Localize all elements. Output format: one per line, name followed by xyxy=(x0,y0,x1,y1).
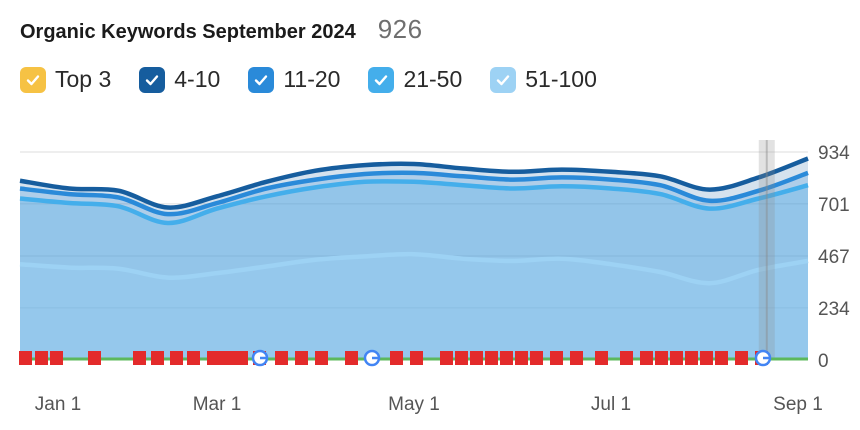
annotation-flag-icon xyxy=(170,351,183,365)
annotation-flag-icon xyxy=(390,351,403,365)
checkbox-checked-icon[interactable] xyxy=(20,66,46,93)
keywords-area-chart: 0 234 467 701 934 Jan 1 Mar 1 May 1 Jul 1 Sep 1 xyxy=(19,140,850,415)
chart-legend: Top 3 4-10 11-20 21-50 51-100 xyxy=(20,66,597,93)
annotation-flag-icon xyxy=(151,351,164,365)
legend-label: 21-50 xyxy=(403,66,463,92)
y-tick-label: 234 xyxy=(818,299,850,320)
annotation-flag-icon xyxy=(315,351,328,365)
series-line-21-50 xyxy=(19,179,809,226)
annotation-flag-icon xyxy=(670,351,683,365)
annotation-flag-icon xyxy=(715,351,728,365)
annotation-flag-icon xyxy=(455,351,468,365)
legend-label: Top 3 xyxy=(55,66,112,92)
y-tick-label: 0 xyxy=(818,351,829,372)
x-tick-label: Sep 1 xyxy=(773,394,823,415)
series-line-51-100 xyxy=(19,251,809,286)
checkbox-checked-icon[interactable] xyxy=(368,66,395,93)
annotation-flag-icon xyxy=(207,351,220,365)
annotation-flag-icon xyxy=(735,351,748,365)
annotation-flag-icon xyxy=(620,351,633,365)
annotation-flag-icon xyxy=(50,351,63,365)
annotation-flag-icon xyxy=(19,351,32,365)
legend-item-top-3[interactable]: Top 3 xyxy=(20,66,111,93)
x-tick-label: Jan 1 xyxy=(35,394,81,415)
legend-label: 11-20 xyxy=(283,66,341,92)
annotation-flag-icon xyxy=(295,351,308,365)
x-tick-label: Jul 1 xyxy=(591,394,631,415)
annotation-flag-icon xyxy=(410,351,423,365)
annotation-flag-icon xyxy=(440,351,453,365)
annotation-flag-icon xyxy=(685,351,698,365)
annotation-flag-icon xyxy=(515,351,528,365)
annotation-flag-icon xyxy=(595,351,608,365)
y-tick-label: 934 xyxy=(818,143,850,164)
legend-item-51-100[interactable]: 51-100 xyxy=(490,66,597,93)
series-area-21-50 xyxy=(20,181,808,360)
annotation-flag-icon xyxy=(275,351,288,365)
highlight-band xyxy=(758,140,775,360)
annotation-flag-icon xyxy=(35,351,48,365)
checkbox-checked-icon[interactable] xyxy=(248,66,275,93)
keyword-count: 926 xyxy=(377,14,423,44)
legend-item-21-50[interactable]: 21-50 xyxy=(368,66,462,93)
x-tick-label: Mar 1 xyxy=(193,394,242,415)
annotation-flag-icon xyxy=(217,351,230,365)
annotation-markers[interactable] xyxy=(19,349,808,367)
series-line-4-10 xyxy=(19,156,809,210)
annotation-flag-icon xyxy=(655,351,668,365)
annotation-flag-icon xyxy=(235,351,248,365)
y-tick-label: 467 xyxy=(818,247,850,268)
y-tick-label: 701 xyxy=(818,195,850,216)
checkbox-checked-icon[interactable] xyxy=(490,66,517,93)
annotation-flag-icon xyxy=(485,351,498,365)
legend-item-11-20[interactable]: 11-20 xyxy=(248,66,340,93)
series-area-11-20 xyxy=(20,172,808,360)
series-line-11-20 xyxy=(19,170,809,217)
legend-label: 4-10 xyxy=(174,66,221,92)
chart-header: Organic Keywords September 2024 926 xyxy=(20,14,423,50)
annotation-flag-icon xyxy=(570,351,583,365)
annotation-flag-icon xyxy=(345,351,358,365)
series-area-51-100 xyxy=(20,254,808,360)
annotation-flag-icon xyxy=(187,351,200,365)
annotation-flag-icon xyxy=(530,351,543,365)
annotation-flag-icon xyxy=(470,351,483,365)
x-tick-label: May 1 xyxy=(388,394,440,415)
chart-title: Organic Keywords September 2024 xyxy=(20,21,356,43)
annotation-flag-icon xyxy=(550,351,563,365)
checkbox-checked-icon[interactable] xyxy=(139,66,166,93)
annotation-flag-icon xyxy=(500,351,513,365)
legend-label: 51-100 xyxy=(525,66,597,92)
annotation-flag-icon xyxy=(640,351,653,365)
annotation-flag-icon xyxy=(133,351,146,365)
legend-item-4-10[interactable]: 4-10 xyxy=(139,66,220,93)
annotation-flag-icon xyxy=(700,351,713,365)
annotation-flag-icon xyxy=(88,351,101,365)
